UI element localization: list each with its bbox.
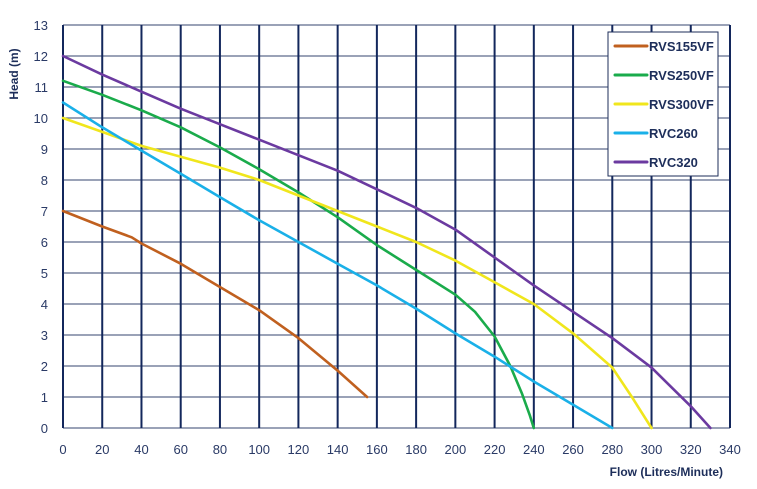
legend-label: RVS155VF [649, 39, 714, 54]
y-tick-label: 2 [41, 359, 48, 374]
legend: RVS155VF RVS250VF RVS300VF RVC260 RVC320 [607, 31, 719, 177]
x-tick-label: 60 [173, 442, 187, 457]
x-tick-label: 340 [719, 442, 741, 457]
series-line-rvc320 [61, 54, 712, 430]
x-tick-label: 0 [59, 442, 66, 457]
y-tick-label: 4 [41, 297, 48, 312]
x-tick-label: 120 [288, 442, 310, 457]
x-tick-label: 40 [134, 442, 148, 457]
x-tick-label: 320 [680, 442, 702, 457]
series-line-rvs155vf [61, 209, 369, 399]
x-tick-label: 160 [366, 442, 388, 457]
x-tick-label: 240 [523, 442, 545, 457]
x-tick-label: 200 [445, 442, 467, 457]
y-tick-label: 0 [41, 421, 48, 436]
x-tick-label: 300 [641, 442, 663, 457]
y-axis-label: Head (m) [7, 48, 21, 99]
series-line-rvs250vf [61, 79, 536, 430]
series-lines [61, 54, 712, 430]
legend-label: RVC320 [649, 155, 698, 170]
x-tick-label: 80 [213, 442, 227, 457]
x-axis-ticks: 0 20 40 60 80 100 120 140 160 180 200 220 240 260 280 3… [59, 442, 740, 457]
y-tick-label: 13 [34, 18, 48, 33]
x-tick-label: 260 [562, 442, 584, 457]
y-tick-label: 11 [35, 80, 49, 95]
x-tick-label: 280 [601, 442, 623, 457]
series-line-rvs300vf [61, 116, 653, 430]
series-line-rvc260 [61, 101, 614, 430]
legend-label: RVC260 [649, 126, 698, 141]
x-tick-label: 140 [327, 442, 349, 457]
legend-label: RVS250VF [649, 68, 714, 83]
x-tick-label: 220 [484, 442, 506, 457]
y-tick-label: 9 [41, 142, 48, 157]
y-tick-label: 12 [34, 49, 48, 64]
x-tick-label: 20 [95, 442, 109, 457]
y-tick-label: 3 [41, 328, 48, 343]
x-tick-label: 100 [248, 442, 270, 457]
y-tick-label: 8 [41, 173, 48, 188]
grid [62, 24, 731, 429]
x-axis-label: Flow (Litres/Minute) [610, 465, 723, 479]
y-tick-label: 1 [41, 390, 48, 405]
y-tick-label: 5 [41, 266, 48, 281]
legend-label: RVS300VF [649, 97, 714, 112]
y-tick-label: 10 [34, 111, 48, 126]
y-tick-label: 7 [41, 204, 48, 219]
y-tick-label: 6 [41, 235, 48, 250]
x-tick-label: 180 [405, 442, 427, 457]
